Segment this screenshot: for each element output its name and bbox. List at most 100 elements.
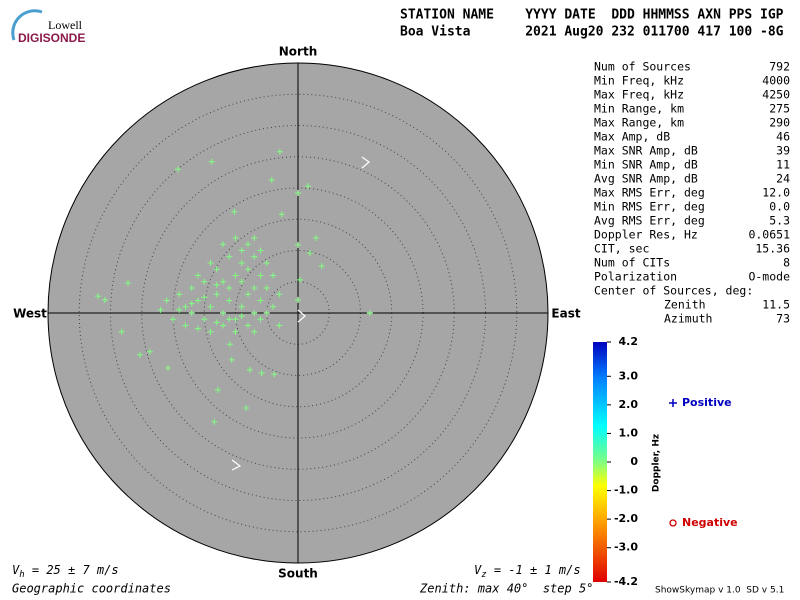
source-point	[231, 208, 238, 215]
source-point	[176, 291, 183, 298]
source-point	[228, 356, 235, 363]
source-point	[207, 328, 214, 335]
colorbar-tick-label: -1.0	[614, 484, 638, 497]
stat-label: Num of Sources	[594, 60, 691, 74]
source-point	[201, 294, 208, 301]
source-point	[246, 366, 253, 373]
source-point	[257, 272, 264, 279]
source-point	[207, 303, 214, 310]
stat-value: 0.0651	[748, 228, 790, 242]
source-point	[215, 386, 221, 393]
source-point	[182, 322, 189, 329]
stat-value: 15.36	[755, 242, 790, 256]
source-point	[276, 322, 283, 329]
source-point	[251, 235, 258, 241]
source-point	[245, 266, 251, 273]
stat-value: 39	[776, 144, 790, 158]
source-point	[257, 247, 264, 254]
source-point	[271, 371, 278, 378]
source-point	[263, 285, 270, 291]
dir-west: West	[13, 307, 47, 321]
source-point	[220, 241, 226, 248]
source-point	[263, 260, 270, 266]
source-point	[213, 291, 220, 298]
source-point	[251, 285, 258, 291]
source-point	[211, 418, 218, 425]
stat-value: O-mode	[748, 270, 790, 284]
stat-label: Max SNR Amp, dB	[594, 144, 698, 158]
source-point	[226, 253, 233, 260]
stat-label: Max Freq, kHz	[594, 88, 684, 102]
source-point	[243, 405, 250, 411]
source-point	[220, 322, 226, 329]
source-point	[270, 272, 276, 279]
source-point	[195, 297, 201, 304]
source-point	[170, 316, 176, 323]
source-point	[276, 291, 283, 298]
source-point	[195, 272, 201, 279]
center-title: Center of Sources, deg:	[594, 284, 753, 298]
stat-label: Polarization	[594, 270, 677, 284]
dir-east: East	[551, 307, 580, 321]
source-point	[268, 176, 275, 183]
coords: Geographic coordinates	[12, 582, 171, 596]
source-point	[213, 319, 220, 326]
source-point	[207, 260, 214, 266]
stat-value: 12.0	[762, 186, 790, 200]
source-point	[118, 328, 125, 335]
stat-label: Min Range, km	[594, 102, 684, 116]
source-point	[238, 303, 245, 310]
colorbar-label: Doppler, Hz	[652, 434, 662, 492]
source-point	[157, 306, 164, 313]
source-point	[295, 241, 301, 248]
source-point	[136, 351, 143, 358]
stat-label: CIT, sec	[594, 242, 649, 256]
source-point	[238, 260, 245, 266]
center-label: Azimuth	[664, 312, 712, 326]
source-point	[220, 278, 226, 285]
vz: Vz = -1 ± 1 m/s	[474, 563, 581, 580]
source-point	[318, 263, 325, 270]
stat-label: Min SNR Amp, dB	[594, 158, 698, 172]
dir-south: South	[278, 567, 318, 581]
source-point	[95, 293, 101, 300]
stat-value: 11	[776, 158, 790, 172]
source-point	[295, 190, 301, 196]
source-point	[188, 300, 195, 307]
source-point	[238, 313, 245, 320]
legend-symbol	[669, 519, 677, 527]
source-point	[305, 183, 311, 190]
dir-north: North	[279, 45, 317, 59]
source-point	[175, 166, 181, 173]
vh: Vh = 25 ± 7 m/s	[12, 563, 119, 580]
legend-label: Positive	[682, 396, 732, 409]
source-point	[245, 241, 251, 248]
stat-label: Avg RMS Err, deg	[594, 214, 705, 228]
center-value: 11.5	[762, 298, 790, 312]
source-point	[188, 285, 195, 291]
stat-value: 4000	[762, 74, 790, 88]
source-point	[276, 148, 283, 155]
header-values: Boa Vista 2021 Aug20 232 011700 417 100 …	[400, 25, 784, 40]
source-point	[195, 325, 201, 332]
source-point	[258, 370, 265, 376]
source-point	[220, 310, 226, 316]
stat-value: 46	[776, 130, 790, 144]
colorbar-tick-label: 1.0	[619, 426, 639, 439]
drift-arrow	[361, 156, 370, 169]
stat-value: 4250	[762, 88, 790, 102]
stat-label: Min Freq, kHz	[594, 74, 684, 88]
source-point	[101, 296, 108, 303]
stat-label: Avg SNR Amp, dB	[594, 172, 698, 186]
stat-value: 24	[776, 172, 790, 186]
drift-arrow	[231, 459, 242, 471]
source-point	[313, 235, 320, 241]
stat-value: 5.3	[769, 214, 790, 228]
stat-label: Max Range, km	[594, 116, 684, 130]
source-point	[165, 365, 171, 371]
source-point	[270, 303, 276, 310]
stat-value: 0.0	[769, 200, 790, 214]
center-label: Zenith	[664, 298, 706, 312]
source-point	[201, 278, 208, 285]
